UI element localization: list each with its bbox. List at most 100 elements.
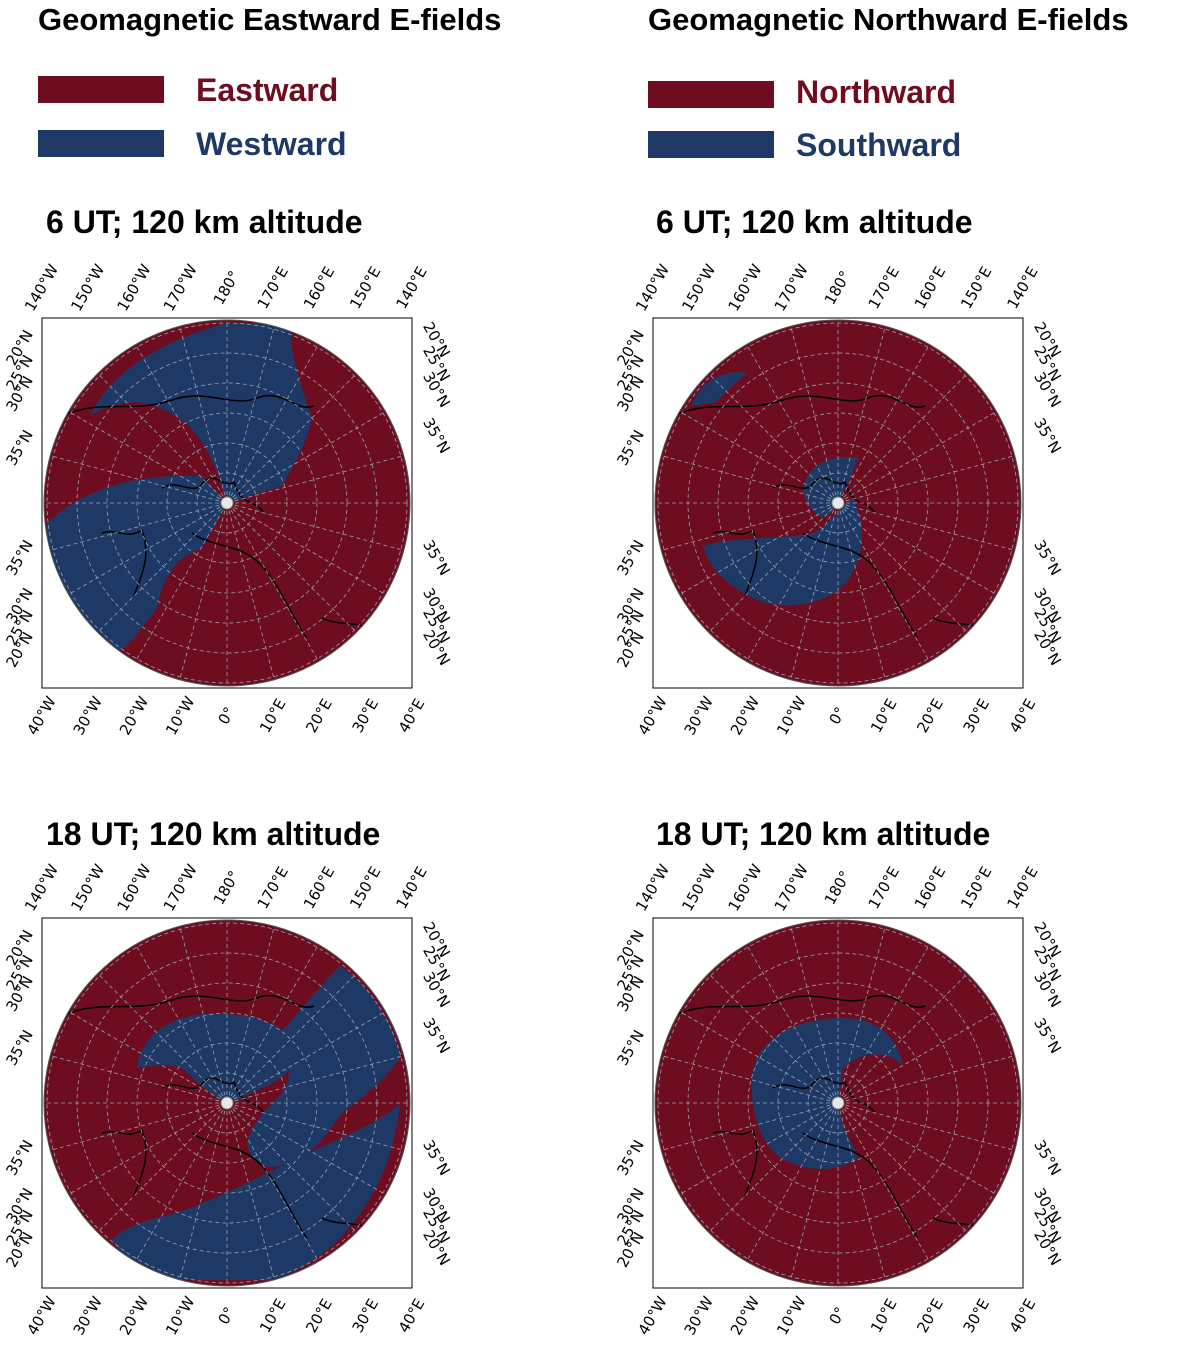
map-eastward-18ut: 140°W 150°W 160°W 170°W 180° 170°E 160°E 150°E 1… bbox=[2, 861, 453, 1338]
longitude-gridline bbox=[234, 455, 404, 502]
coastline bbox=[191, 532, 308, 639]
bottom-longitude-label: 40°E bbox=[1006, 1296, 1040, 1336]
coastline bbox=[772, 1077, 876, 1114]
longitude-gridline bbox=[179, 326, 226, 496]
longitude-gridline bbox=[97, 508, 222, 633]
southward-swatch bbox=[648, 131, 774, 158]
negative-region bbox=[703, 498, 863, 606]
coastline bbox=[712, 1128, 758, 1197]
longitude-gridline bbox=[844, 1011, 997, 1100]
bottom-longitude-label: 20°W bbox=[116, 1293, 152, 1338]
bottom-longitude-label: 20°E bbox=[913, 696, 947, 736]
left-latitude-label: 35°N bbox=[2, 537, 36, 579]
longitude-gridline bbox=[228, 926, 275, 1096]
negative-region bbox=[691, 372, 748, 406]
longitude-gridline bbox=[97, 373, 222, 498]
longitude-gridline bbox=[790, 510, 837, 680]
longitude-gridline bbox=[230, 944, 319, 1097]
panel-title-northward-18ut: 18 UT; 120 km altitude bbox=[656, 816, 991, 852]
longitude-gridline bbox=[135, 944, 224, 1097]
longitude-gridline bbox=[228, 510, 275, 680]
pole-marker bbox=[220, 1096, 234, 1110]
top-longitude-label: 150°W bbox=[67, 261, 108, 314]
bottom-longitude-label: 20°W bbox=[727, 693, 763, 738]
longitude-gridline bbox=[790, 926, 837, 1096]
longitude-gridline bbox=[839, 926, 886, 1096]
coastline bbox=[101, 528, 147, 597]
top-longitude-label: 140°W bbox=[21, 861, 62, 914]
longitude-gridline bbox=[746, 944, 835, 1097]
longitude-gridline bbox=[232, 508, 357, 633]
westward-legend-label: Westward bbox=[196, 126, 347, 162]
right-latitude-label: 35°N bbox=[1030, 1137, 1064, 1179]
latitude-gridline bbox=[747, 1012, 929, 1194]
northward-swatch bbox=[648, 81, 774, 108]
pole-marker bbox=[220, 496, 234, 510]
longitude-gridline bbox=[841, 344, 930, 497]
longitude-gridline bbox=[679, 1106, 832, 1195]
longitude-gridline bbox=[708, 508, 833, 633]
bottom-longitude-label: 10°W bbox=[162, 693, 198, 738]
longitude-gridline bbox=[839, 510, 886, 680]
bottom-longitude-label: 40°W bbox=[634, 1293, 670, 1338]
bottom-longitude-label: 20°E bbox=[302, 1296, 336, 1336]
longitude-gridline bbox=[230, 1109, 319, 1262]
coastline bbox=[191, 1132, 308, 1239]
top-longitude-label: 140°W bbox=[632, 261, 673, 314]
map-disc-outline bbox=[43, 319, 411, 687]
bottom-longitude-label: 10°E bbox=[256, 696, 290, 736]
top-longitude-label: 150°W bbox=[678, 861, 719, 914]
longitude-gridline bbox=[661, 455, 831, 502]
panel-title-eastward-18ut: 18 UT; 120 km altitude bbox=[46, 816, 381, 852]
longitude-gridline bbox=[230, 344, 319, 497]
longitude-gridline bbox=[50, 504, 220, 551]
top-longitude-label: 160°E bbox=[300, 864, 338, 912]
latitude-gridline bbox=[136, 1012, 318, 1194]
right-latitude-label: 35°N bbox=[419, 1137, 453, 1179]
bottom-longitude-label: 40°E bbox=[1006, 696, 1040, 736]
top-longitude-label: 150°E bbox=[957, 864, 995, 912]
longitude-gridline bbox=[746, 509, 835, 662]
coastline bbox=[712, 528, 758, 597]
right-latitude-label: 35°N bbox=[419, 537, 453, 579]
longitude-gridline bbox=[843, 373, 968, 498]
longitude-gridline bbox=[746, 1109, 835, 1262]
top-longitude-label: 180° bbox=[821, 268, 855, 308]
map-disc-outline bbox=[654, 919, 1022, 1287]
bottom-longitude-label: 40°W bbox=[23, 693, 59, 738]
negative-region bbox=[112, 1103, 400, 1280]
bottom-longitude-label: 30°E bbox=[349, 1296, 383, 1336]
longitude-gridline bbox=[234, 1104, 404, 1151]
left-latitude-label: 35°N bbox=[2, 1027, 36, 1069]
top-longitude-label: 160°W bbox=[114, 861, 155, 914]
bottom-longitude-label: 40°E bbox=[395, 696, 429, 736]
longitude-gridline bbox=[839, 1110, 886, 1280]
right-latitude-label: 35°N bbox=[1030, 415, 1064, 457]
right-latitude-label: 35°N bbox=[1030, 1015, 1064, 1057]
top-longitude-label: 170°W bbox=[771, 861, 812, 914]
left-latitude-label: 35°N bbox=[2, 1137, 36, 1179]
longitude-gridline bbox=[68, 506, 221, 595]
bottom-longitude-label: 30°W bbox=[681, 693, 717, 738]
longitude-gridline bbox=[841, 509, 930, 662]
left-latitude-label: 35°N bbox=[613, 1027, 647, 1069]
top-longitude-label: 170°W bbox=[160, 261, 201, 314]
longitude-gridline bbox=[50, 1104, 220, 1151]
longitude-gridline bbox=[97, 1108, 222, 1233]
longitude-gridline bbox=[708, 373, 833, 498]
longitude-gridline bbox=[661, 504, 831, 551]
negative-region bbox=[137, 1013, 297, 1103]
longitude-gridline bbox=[845, 1104, 1015, 1151]
bottom-longitude-label: 10°W bbox=[162, 1293, 198, 1338]
longitude-gridline bbox=[845, 504, 1015, 551]
eastward-legend-label: Eastward bbox=[196, 72, 339, 108]
bottom-longitude-label: 0° bbox=[215, 1304, 239, 1328]
negative-region bbox=[751, 1018, 903, 1170]
top-longitude-label: 160°W bbox=[725, 861, 766, 914]
longitude-gridline bbox=[661, 1104, 831, 1151]
top-longitude-label: 160°E bbox=[911, 264, 949, 312]
bottom-longitude-label: 20°E bbox=[302, 696, 336, 736]
top-longitude-label: 140°E bbox=[1003, 264, 1041, 312]
longitude-gridline bbox=[845, 455, 1015, 502]
eastward-swatch bbox=[38, 76, 164, 103]
